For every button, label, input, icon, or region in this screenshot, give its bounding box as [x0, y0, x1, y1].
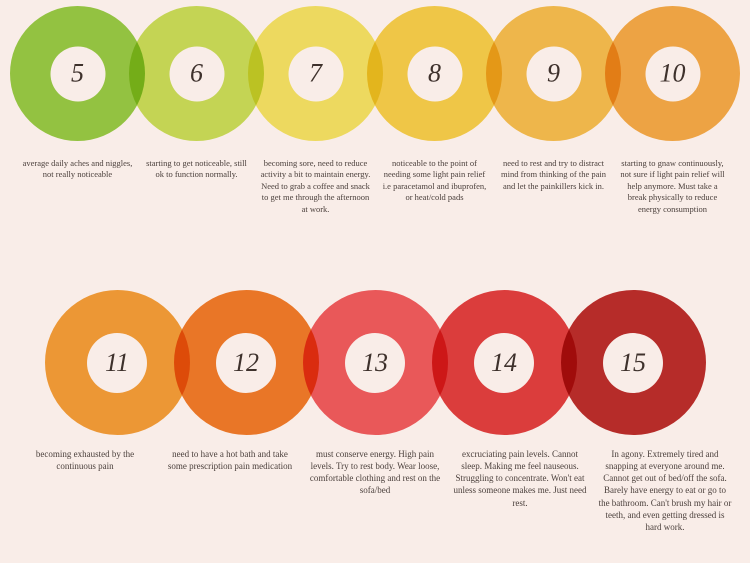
- pain-level-inner: 10: [645, 46, 700, 101]
- pain-level-caption: noticeable to the point of needing some …: [375, 158, 494, 215]
- pain-level-inner: 7: [288, 46, 343, 101]
- pain-level-ring: 5: [10, 6, 145, 141]
- pain-level-number: 14: [491, 350, 517, 376]
- pain-level-number: 12: [233, 350, 259, 376]
- caption-row-1: average daily aches and niggles, not rea…: [0, 158, 750, 215]
- pain-level-inner: 6: [169, 46, 224, 101]
- pain-level-ring: 14: [432, 290, 577, 435]
- pain-level-ring: 12: [174, 290, 319, 435]
- pain-level-caption: becoming sore, need to reduce activity a…: [256, 158, 375, 215]
- pain-level-inner: 5: [50, 46, 105, 101]
- pain-level-ring: 15: [561, 290, 706, 435]
- pain-level-number: 8: [428, 61, 441, 87]
- pain-level-number: 9: [547, 61, 560, 87]
- ring-row-2: 11 12 13 14 15: [0, 290, 750, 435]
- pain-level-inner: 8: [407, 46, 462, 101]
- caption-row-2: becoming exhausted by the continuous pai…: [0, 448, 750, 533]
- pain-level-caption: In agony. Extremely tired and snapping a…: [593, 448, 738, 533]
- pain-level-caption: must conserve energy. High pain levels. …: [303, 448, 448, 533]
- pain-level-caption: excruciating pain levels. Cannot sleep. …: [448, 448, 593, 533]
- pain-level-number: 10: [660, 61, 686, 87]
- pain-level-ring: 13: [303, 290, 448, 435]
- pain-level-caption: starting to gnaw continuously, not sure …: [613, 158, 732, 215]
- pain-level-number: 6: [190, 61, 203, 87]
- ring-row-1: 5 6 7 8 9 10: [0, 6, 750, 141]
- pain-level-ring: 9: [486, 6, 621, 141]
- pain-level-caption: becoming exhausted by the continuous pai…: [13, 448, 158, 533]
- pain-level-caption: starting to get noticeable, still ok to …: [137, 158, 256, 215]
- pain-level-inner: 9: [526, 46, 581, 101]
- pain-level-number: 7: [309, 61, 322, 87]
- pain-level-inner: 14: [474, 333, 534, 393]
- pain-level-caption: need to have a hot bath and take some pr…: [158, 448, 303, 533]
- pain-level-ring: 7: [248, 6, 383, 141]
- pain-level-ring: 8: [367, 6, 502, 141]
- pain-level-inner: 13: [345, 333, 405, 393]
- pain-level-number: 13: [362, 350, 388, 376]
- pain-level-inner: 15: [603, 333, 663, 393]
- pain-level-caption: need to rest and try to distract mind fr…: [494, 158, 613, 215]
- pain-level-number: 15: [620, 350, 646, 376]
- pain-level-inner: 12: [216, 333, 276, 393]
- pain-level-caption: average daily aches and niggles, not rea…: [18, 158, 137, 215]
- pain-level-inner: 11: [87, 333, 147, 393]
- pain-level-ring: 10: [605, 6, 740, 141]
- pain-level-number: 11: [105, 350, 129, 376]
- pain-level-number: 5: [71, 61, 84, 87]
- pain-level-ring: 11: [45, 290, 190, 435]
- pain-level-ring: 6: [129, 6, 264, 141]
